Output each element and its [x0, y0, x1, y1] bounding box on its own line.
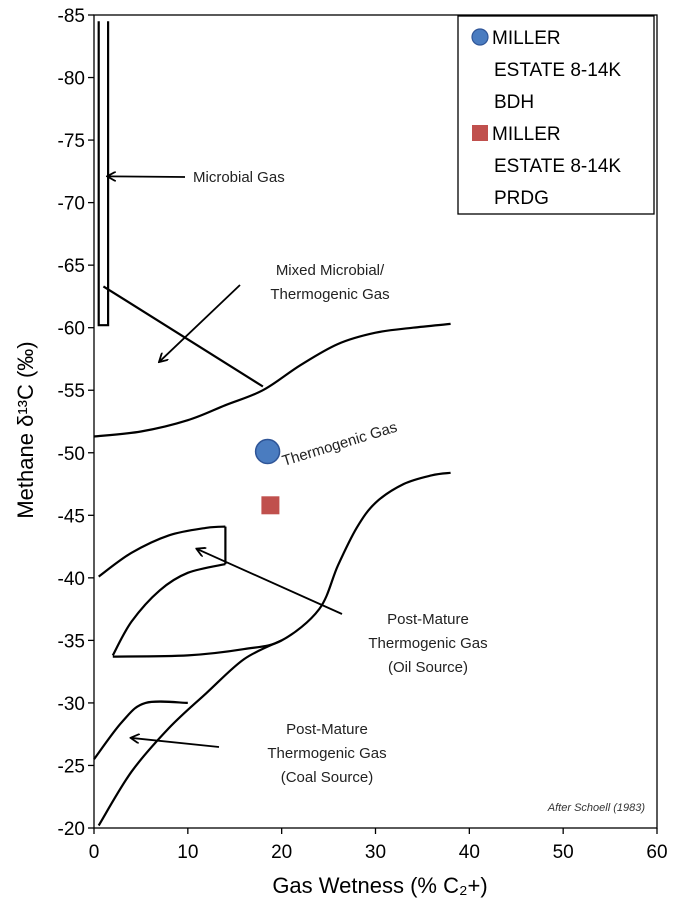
y-tick-label: -45 — [58, 506, 85, 527]
annotation-1: Microbial Gas — [193, 169, 285, 186]
x-tick-label: 60 — [646, 842, 667, 863]
x-axis-title: Gas Wetness (% C₂+) — [272, 873, 487, 898]
annotation-text: Thermogenic Gas — [270, 286, 389, 303]
y-tick-label: -75 — [58, 131, 85, 152]
legend-label: ESTATE 8-14K — [494, 156, 621, 177]
y-tick-label: -40 — [58, 569, 85, 590]
credit-label: After Schoell (1983) — [547, 802, 646, 814]
boundary-coal-source-upper — [93, 700, 188, 760]
x-tick-label: 10 — [177, 842, 198, 863]
y-tick-label: -30 — [58, 694, 85, 715]
legend-label: PRDG — [494, 188, 549, 209]
boundary-thermogenic-lower — [112, 471, 451, 658]
data-markers — [254, 438, 281, 515]
x-axis: 0 10 20 30 40 50 60 — [89, 828, 668, 863]
annotation-2: Mixed Microbial/Thermogenic Gas — [270, 262, 389, 303]
legend-label: BDH — [494, 92, 534, 113]
annotation-text: Mixed Microbial/ — [276, 262, 385, 279]
y-tick-label: -25 — [58, 756, 85, 777]
y-tick-label: -65 — [58, 256, 85, 277]
legend-label: MILLER — [492, 28, 561, 49]
legend-entry: MILLER ESTATE 8-14K BDH — [471, 28, 621, 113]
boundary-oil-source-bottom — [111, 563, 226, 656]
y-tick-label: -50 — [58, 444, 85, 465]
y-tick-label: -20 — [58, 819, 85, 840]
y-tick-label: -35 — [58, 631, 85, 652]
legend-label: MILLER — [492, 124, 561, 145]
annotation-text: Post-Mature — [286, 721, 368, 738]
data-point-prdg — [261, 496, 280, 515]
annotation-text: (Coal Source) — [281, 769, 374, 786]
x-tick-label: 0 — [89, 842, 100, 863]
annotation-4: Post-Mature Thermogenic Gas (Oil Source) — [368, 611, 487, 676]
legend-box — [457, 15, 655, 215]
y-axis: -85 -80 -75 -70 -65 -60 -55 -50 -45 -40 -35 -30 -25 -… — [58, 6, 94, 840]
x-tick-label: 40 — [459, 842, 480, 863]
boundary-mixed-line — [102, 285, 264, 388]
y-tick-label: -60 — [58, 319, 85, 340]
y-axis-title: Methane δ¹³C (‰) — [13, 341, 38, 518]
data-point-bdh — [254, 438, 281, 465]
annotation-text: Thermogenic Gas — [267, 745, 386, 762]
legend-label: ESTATE 8-14K — [494, 60, 621, 81]
y-tick-label: -85 — [58, 6, 85, 27]
annotation-text: Microbial Gas — [193, 169, 285, 186]
legend-marker-square — [472, 125, 488, 141]
annotation-arrow — [197, 549, 343, 615]
y-tick-label: -70 — [58, 194, 85, 215]
annotation-text: Thermogenic Gas — [368, 635, 487, 652]
annotation-arrow — [160, 284, 241, 361]
legend: MILLER ESTATE 8-14K BDH MILLER ESTATE 8-14K P… — [457, 15, 655, 215]
boundary-thermogenic-upper — [93, 322, 451, 438]
annotation-arrow — [108, 176, 186, 177]
annotation-text: (Oil Source) — [388, 659, 468, 676]
boundary-oil-source-top — [98, 525, 226, 578]
annotation-arrow — [132, 738, 220, 748]
boundary-coal-source-lower — [97, 639, 283, 827]
y-tick-label: -55 — [58, 381, 85, 402]
legend-entry: MILLER ESTATE 8-14K PRDG — [472, 124, 621, 209]
x-tick-label: 20 — [271, 842, 292, 863]
x-tick-label: 30 — [365, 842, 386, 863]
annotation-5: Post-Mature Thermogenic Gas (Coal Source) — [267, 721, 386, 786]
x-tick-label: 50 — [553, 842, 574, 863]
y-tick-label: -80 — [58, 69, 85, 90]
annotation-text: Post-Mature — [387, 611, 469, 628]
legend-marker-circle — [471, 28, 489, 46]
